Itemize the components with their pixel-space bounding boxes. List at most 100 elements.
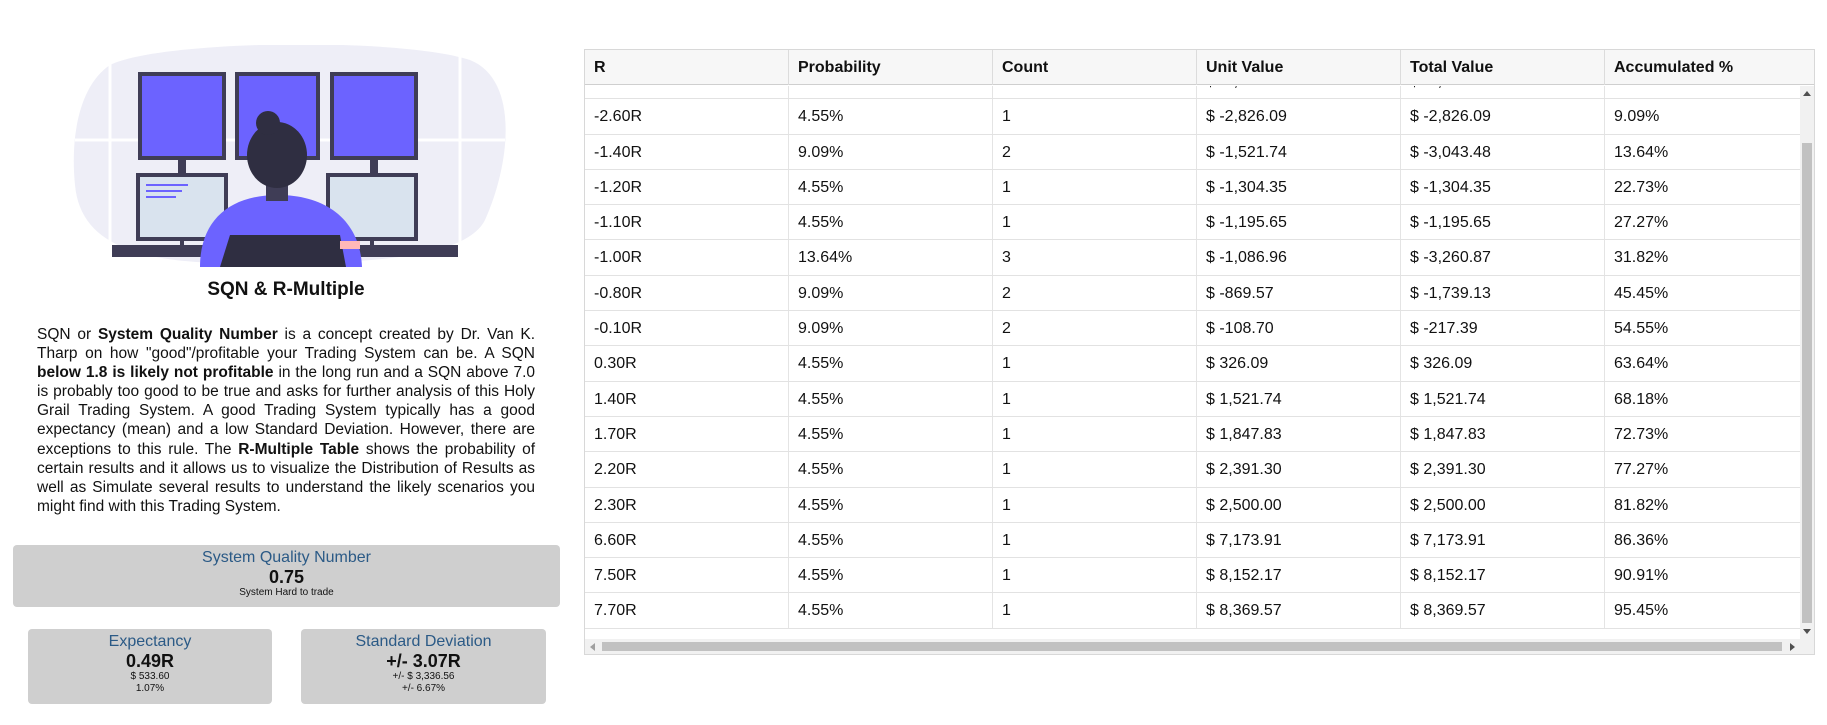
cell-r: -2.80R bbox=[585, 86, 789, 99]
cell-count: 1 bbox=[993, 169, 1197, 205]
scroll-right-icon[interactable] bbox=[1790, 643, 1795, 651]
cell-probability: 4.55% bbox=[789, 593, 993, 628]
table-row[interactable]: 7.70R 4.55% 1 $ 8,369.57 $ 8,369.57 95.45% bbox=[585, 593, 1800, 629]
std-dev-value: +/- 3.07R bbox=[386, 651, 461, 671]
cell-r: -1.10R bbox=[585, 205, 789, 240]
cell-total-value: $ -2,826.09 bbox=[1401, 99, 1605, 134]
cell-r: 7.50R bbox=[585, 558, 789, 593]
column-header-count[interactable]: Count bbox=[993, 50, 1197, 85]
trader-at-monitors-illustration bbox=[73, 45, 506, 267]
column-header-unit-value[interactable]: Unit Value bbox=[1197, 50, 1401, 85]
table-row[interactable]: -1.00R 13.64% 3 $ -1,086.96 $ -3,260.87 31.82… bbox=[585, 240, 1800, 276]
std-dev-percent: +/- 6.67% bbox=[401, 683, 446, 694]
cell-count: 1 bbox=[993, 558, 1197, 593]
description-emphasis: System Quality Number bbox=[97, 326, 278, 343]
cell-r: -1.20R bbox=[585, 169, 789, 205]
cell-r: 0.30R bbox=[585, 346, 789, 381]
sqn-value: 0.75 bbox=[268, 567, 305, 587]
expectancy-label: Expectancy bbox=[108, 633, 192, 650]
scroll-up-icon[interactable] bbox=[1803, 91, 1811, 96]
cell-probability: 4.55% bbox=[789, 99, 993, 134]
cell-count: 1 bbox=[993, 205, 1197, 240]
cell-count: 2 bbox=[993, 275, 1197, 311]
cell-probability: 4.55% bbox=[789, 452, 993, 487]
scroll-left-icon[interactable] bbox=[590, 643, 595, 651]
sqn-note: System Hard to trade bbox=[239, 587, 334, 598]
description-emphasis: below 1.8 is likely not profitable bbox=[37, 364, 274, 382]
cell-r: -0.80R bbox=[585, 275, 789, 311]
cell-unit-value: $ -869.57 bbox=[1197, 275, 1401, 311]
cell-probability: 4.55% bbox=[789, 381, 993, 416]
table-row[interactable]: -1.10R 4.55% 1 $ -1,195.65 $ -1,195.65 27.27% bbox=[585, 205, 1800, 241]
table-row[interactable]: 6.60R 4.55% 1 $ 7,173.91 $ 7,173.91 86.36% bbox=[585, 522, 1800, 559]
column-header-total-value[interactable]: Total Value bbox=[1401, 50, 1605, 85]
table-row[interactable]: 1.40R 4.55% 1 $ 1,521.74 $ 1,521.74 68.18% bbox=[585, 381, 1800, 417]
std-dev-card: Standard Deviation +/- 3.07R +/- $ 3,336… bbox=[301, 629, 546, 704]
cell-unit-value: $ 1,847.83 bbox=[1197, 416, 1401, 452]
cell-count: 2 bbox=[993, 134, 1197, 169]
cell-total-value: $ -3,043.48 bbox=[1401, 134, 1605, 169]
cell-count: 1 bbox=[993, 346, 1197, 381]
cell-r: 2.20R bbox=[585, 452, 789, 487]
table-body[interactable]: -2.80R4.55%1$ -3,043.48$ -3,043.484.55%-… bbox=[585, 86, 1800, 639]
cell-total-value: $ 326.09 bbox=[1401, 346, 1605, 381]
cell-probability: 4.55% bbox=[789, 86, 993, 99]
table-row[interactable]: -0.10R 9.09% 2 $ -108.70 $ -217.39 54.55% bbox=[585, 311, 1800, 347]
cell-accumulated: 22.73% bbox=[1614, 178, 1669, 196]
cell-unit-value: $ 8,152.17 bbox=[1197, 558, 1401, 593]
cell-accumulated: 77.27% bbox=[1614, 461, 1669, 479]
table-row[interactable]: -2.80R4.55%1$ -3,043.48$ -3,043.484.55% bbox=[585, 86, 1800, 100]
table-row[interactable]: 7.50R 4.55% 1 $ 8,152.17 $ 8,152.17 90.91% bbox=[585, 558, 1800, 594]
cell-count: 1 bbox=[993, 452, 1197, 487]
table-row[interactable]: 2.30R 4.55% 1 $ 2,500.00 $ 2,500.00 81.82% bbox=[585, 487, 1800, 523]
cell-total-value: $ 2,391.30 bbox=[1401, 452, 1605, 487]
cell-total-value: $ -1,195.65 bbox=[1401, 205, 1605, 240]
cell-r: 6.60R bbox=[585, 522, 789, 558]
table-row[interactable]: -2.60R 4.55% 1 $ -2,826.09 $ -2,826.09 9.09% bbox=[585, 99, 1800, 135]
cell-count: 1 bbox=[993, 381, 1197, 416]
scroll-down-icon[interactable] bbox=[1803, 629, 1811, 634]
description-text: SQN or bbox=[37, 326, 98, 343]
cell-accumulated: 31.82% bbox=[1614, 249, 1669, 267]
cell-total-value: $ -217.39 bbox=[1401, 311, 1605, 346]
cell-accumulated: 81.82% bbox=[1614, 496, 1669, 514]
column-header-r[interactable]: R bbox=[585, 50, 789, 85]
cell-probability: 9.09% bbox=[789, 311, 993, 346]
vertical-scrollbar[interactable] bbox=[1800, 86, 1814, 639]
cell-unit-value: $ -1,195.65 bbox=[1197, 205, 1401, 240]
cell-total-value: $ 2,500.00 bbox=[1401, 487, 1605, 522]
expectancy-card: Expectancy 0.49R $ 533.60 1.07% bbox=[28, 629, 272, 704]
cell-count: 3 bbox=[993, 240, 1197, 275]
description-text: shows the probability of certain results… bbox=[37, 440, 535, 515]
table-row[interactable]: -1.20R 4.55% 1 $ -1,304.35 $ -1,304.35 22.73% bbox=[585, 169, 1800, 206]
std-dev-label: Standard Deviation bbox=[355, 633, 492, 650]
horizontal-scroll-thumb[interactable] bbox=[602, 642, 1782, 651]
cell-total-value: $ -1,739.13 bbox=[1401, 275, 1605, 311]
cell-r: 1.70R bbox=[585, 416, 789, 452]
cell-total-value: $ 1,847.83 bbox=[1401, 416, 1605, 452]
cell-unit-value: $ 1,521.74 bbox=[1197, 381, 1401, 416]
table-row[interactable]: 0.30R 4.55% 1 $ 326.09 $ 326.09 63.64% bbox=[585, 346, 1800, 382]
description-text: in the long run and a SQN above 7.0 is p… bbox=[37, 364, 535, 458]
table-header: R Probability Count Unit Value Total Val… bbox=[585, 50, 1814, 85]
column-header-accumulated[interactable]: Accumulated % bbox=[1614, 59, 1734, 76]
sqn-description: SQN or System Quality Number is a concep… bbox=[37, 325, 535, 516]
cell-probability: 9.09% bbox=[789, 275, 993, 311]
table-row[interactable]: 2.20R 4.55% 1 $ 2,391.30 $ 2,391.30 77.27% bbox=[585, 452, 1800, 488]
cell-total-value: $ 8,369.57 bbox=[1401, 593, 1605, 628]
vertical-scroll-thumb[interactable] bbox=[1802, 143, 1812, 623]
cell-probability: 9.09% bbox=[789, 134, 993, 169]
cell-probability: 4.55% bbox=[789, 558, 993, 593]
cell-unit-value: $ -2,826.09 bbox=[1197, 99, 1401, 134]
cell-accumulated: 86.36% bbox=[1614, 531, 1669, 549]
column-header-probability[interactable]: Probability bbox=[789, 50, 993, 85]
std-dev-amount: +/- $ 3,336.56 bbox=[392, 671, 455, 682]
cell-unit-value: $ -3,043.48 bbox=[1197, 86, 1401, 99]
table-row[interactable]: -1.40R 9.09% 2 $ -1,521.74 $ -3,043.48 13.64% bbox=[585, 134, 1800, 170]
cell-r: -2.60R bbox=[585, 99, 789, 134]
table-row[interactable]: -0.80R 9.09% 2 $ -869.57 $ -1,739.13 45.45% bbox=[585, 275, 1800, 312]
horizontal-scrollbar[interactable] bbox=[585, 639, 1800, 654]
cell-unit-value: $ -1,521.74 bbox=[1197, 134, 1401, 169]
table-row[interactable]: 1.70R 4.55% 1 $ 1,847.83 $ 1,847.83 72.73% bbox=[585, 416, 1800, 453]
cell-probability: 4.55% bbox=[789, 169, 993, 205]
